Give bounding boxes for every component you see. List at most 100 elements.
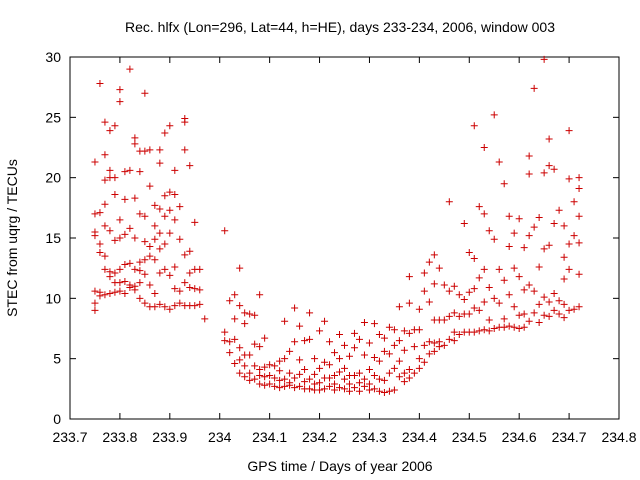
data-point bbox=[126, 65, 134, 73]
data-point bbox=[425, 298, 433, 306]
y-axis-label: STEC from uqrg / TECUs bbox=[4, 159, 20, 317]
data-point bbox=[550, 220, 558, 228]
data-point bbox=[96, 240, 104, 248]
data-point bbox=[156, 146, 164, 154]
data-point bbox=[375, 375, 383, 383]
data-point bbox=[176, 299, 184, 307]
data-point bbox=[156, 269, 164, 277]
data-point bbox=[251, 311, 259, 319]
data-point bbox=[485, 227, 493, 235]
data-point bbox=[91, 299, 99, 307]
data-point bbox=[540, 293, 548, 301]
data-point bbox=[405, 273, 413, 281]
data-point bbox=[256, 372, 264, 380]
data-point bbox=[156, 159, 164, 167]
data-point bbox=[116, 86, 124, 94]
data-point bbox=[311, 355, 319, 363]
data-point bbox=[256, 366, 264, 374]
data-point bbox=[236, 264, 244, 272]
data-point bbox=[221, 328, 229, 336]
data-point bbox=[166, 229, 174, 237]
data-point bbox=[490, 235, 498, 243]
data-point bbox=[176, 203, 184, 211]
x-tick-label: 234.2 bbox=[302, 429, 337, 445]
data-point bbox=[106, 290, 114, 298]
data-point bbox=[490, 111, 498, 119]
data-point bbox=[405, 299, 413, 307]
data-point bbox=[191, 302, 199, 310]
data-point bbox=[171, 166, 179, 174]
x-axis-label: GPS time / Days of year 2006 bbox=[247, 458, 432, 474]
data-point bbox=[311, 380, 319, 388]
data-point bbox=[331, 380, 339, 388]
data-point bbox=[550, 165, 558, 173]
data-point bbox=[141, 147, 149, 155]
data-point bbox=[515, 311, 523, 319]
data-point bbox=[306, 335, 314, 343]
data-point bbox=[101, 291, 109, 299]
y-tick-label: 0 bbox=[53, 411, 61, 427]
data-point bbox=[350, 344, 358, 352]
data-point bbox=[196, 300, 204, 308]
data-point bbox=[520, 323, 528, 331]
data-point bbox=[370, 320, 378, 328]
data-point bbox=[296, 382, 304, 390]
data-point bbox=[96, 209, 104, 217]
data-point bbox=[146, 242, 154, 250]
data-point bbox=[390, 326, 398, 334]
data-point bbox=[385, 323, 393, 331]
data-point bbox=[560, 253, 568, 261]
data-point bbox=[281, 382, 289, 390]
data-point bbox=[425, 338, 433, 346]
data-point bbox=[355, 369, 363, 377]
data-point bbox=[341, 364, 348, 372]
data-point bbox=[555, 310, 563, 318]
data-point bbox=[530, 223, 538, 231]
data-point bbox=[156, 229, 164, 237]
data-point bbox=[500, 180, 508, 188]
data-point bbox=[525, 281, 533, 289]
data-point bbox=[101, 265, 109, 273]
data-point bbox=[545, 312, 553, 320]
data-point bbox=[480, 326, 488, 334]
data-point bbox=[201, 315, 209, 323]
data-point bbox=[136, 279, 144, 287]
data-point bbox=[465, 248, 473, 256]
data-point bbox=[470, 304, 478, 312]
data-point bbox=[360, 318, 368, 326]
data-point bbox=[370, 372, 378, 380]
data-point bbox=[465, 310, 473, 318]
data-point bbox=[136, 267, 144, 275]
data-point bbox=[161, 240, 169, 248]
data-point bbox=[575, 303, 583, 311]
data-point bbox=[106, 127, 114, 135]
data-point bbox=[341, 385, 348, 393]
data-point bbox=[186, 269, 194, 277]
data-point bbox=[111, 191, 119, 199]
data-point bbox=[545, 241, 553, 249]
data-point bbox=[430, 347, 438, 355]
data-point bbox=[405, 366, 413, 374]
data-point bbox=[246, 351, 254, 359]
data-point bbox=[550, 306, 558, 314]
data-point bbox=[171, 191, 179, 199]
data-point bbox=[221, 337, 229, 345]
data-point bbox=[336, 331, 344, 339]
data-point bbox=[131, 134, 139, 142]
data-point bbox=[326, 361, 334, 369]
data-point bbox=[415, 355, 423, 363]
data-point bbox=[565, 306, 573, 314]
data-point bbox=[101, 200, 109, 208]
data-point bbox=[161, 192, 169, 200]
data-point bbox=[306, 385, 314, 393]
data-point bbox=[101, 118, 109, 126]
data-point bbox=[321, 385, 329, 393]
data-point bbox=[505, 291, 513, 299]
data-point bbox=[400, 346, 408, 354]
data-point bbox=[116, 98, 124, 106]
data-point bbox=[196, 265, 204, 273]
data-point bbox=[510, 229, 518, 237]
data-point bbox=[126, 166, 134, 174]
data-point bbox=[106, 166, 114, 174]
data-point bbox=[560, 222, 568, 230]
